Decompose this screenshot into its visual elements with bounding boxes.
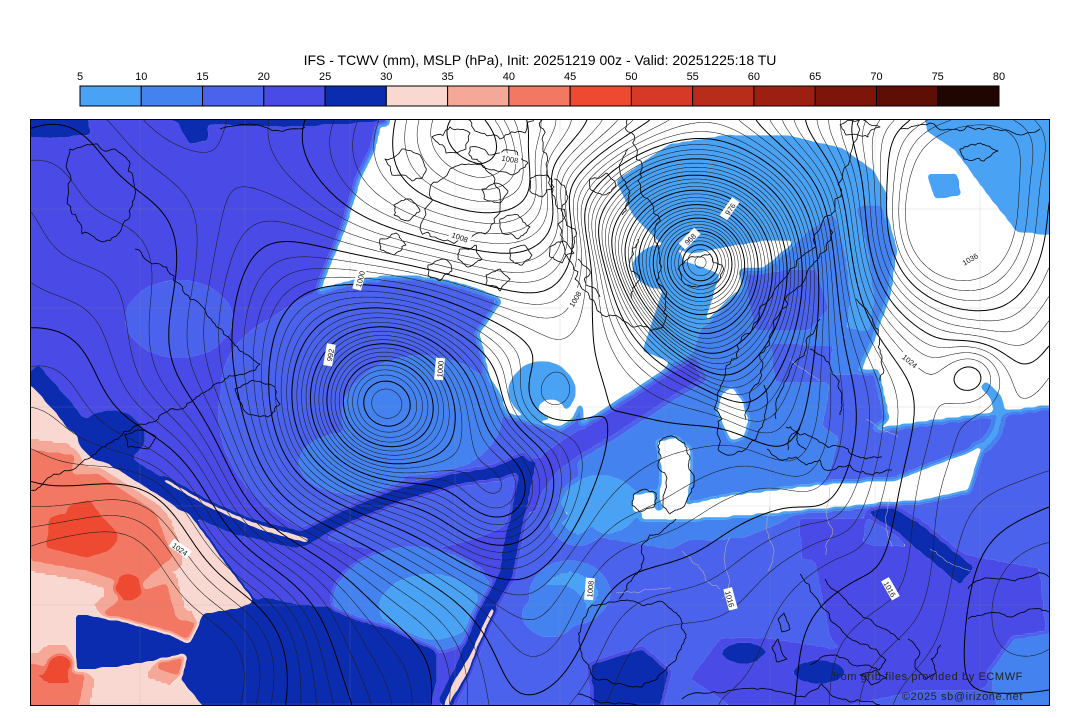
svg-text:25: 25 (319, 71, 331, 83)
svg-text:40: 40 (503, 71, 515, 83)
svg-text:60: 60 (748, 71, 760, 83)
svg-text:992: 992 (325, 348, 336, 362)
svg-text:1008: 1008 (585, 580, 595, 597)
svg-text:80: 80 (993, 71, 1005, 83)
svg-text:1008: 1008 (501, 154, 519, 166)
svg-text:1000: 1000 (354, 270, 367, 288)
svg-text:50: 50 (625, 71, 637, 83)
svg-text:15: 15 (196, 71, 208, 83)
svg-text:65: 65 (809, 71, 821, 83)
svg-text:1000: 1000 (435, 360, 445, 377)
svg-text:75: 75 (932, 71, 944, 83)
svg-text:5: 5 (77, 71, 83, 83)
svg-text:1016: 1016 (723, 590, 736, 608)
svg-text:35: 35 (441, 71, 453, 83)
svg-text:from grib files provided by EC: from grib files provided by ECMWF (833, 671, 1023, 683)
svg-text:55: 55 (687, 71, 699, 83)
svg-text:30: 30 (380, 71, 392, 83)
svg-text:IFS - TCWV (mm), MSLP (hPa), I: IFS - TCWV (mm), MSLP (hPa), Init: 20251… (304, 52, 777, 68)
svg-text:20: 20 (258, 71, 270, 83)
svg-text:©2025 sb@irizone.net: ©2025 sb@irizone.net (902, 691, 1023, 703)
svg-text:10: 10 (135, 71, 147, 83)
svg-text:45: 45 (564, 71, 576, 83)
svg-text:70: 70 (870, 71, 882, 83)
